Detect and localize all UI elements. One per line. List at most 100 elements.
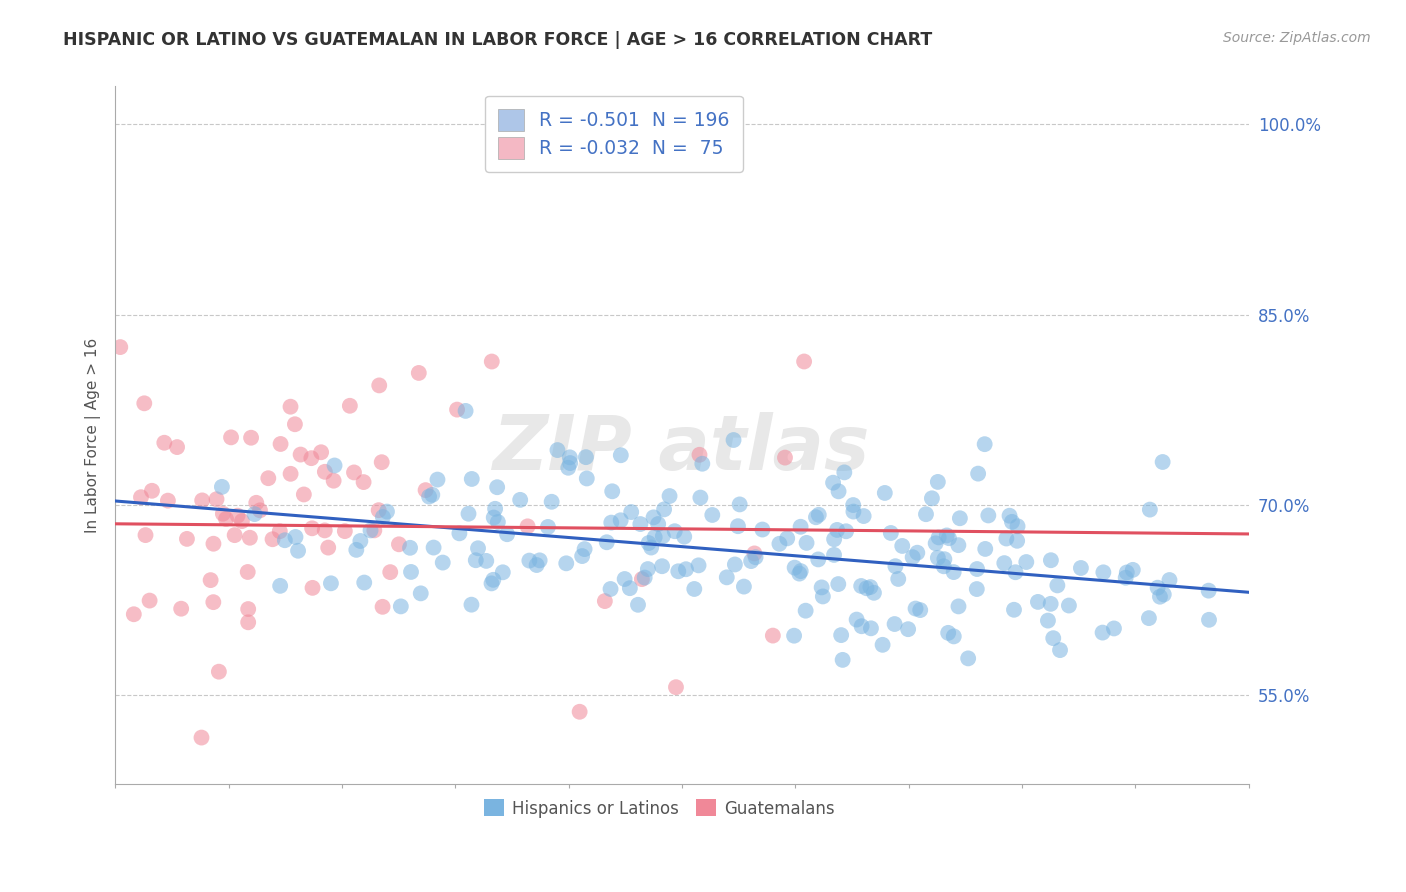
Point xyxy=(240,431,263,445)
Point xyxy=(643,510,665,524)
Point xyxy=(628,516,651,531)
Point xyxy=(309,445,332,459)
Point xyxy=(153,435,176,450)
Point xyxy=(380,565,402,579)
Point xyxy=(627,598,650,612)
Point xyxy=(995,532,1018,546)
Point xyxy=(461,472,484,486)
Point xyxy=(927,475,949,489)
Point xyxy=(973,437,995,451)
Point xyxy=(942,629,965,643)
Point xyxy=(773,450,796,465)
Point xyxy=(880,526,903,541)
Point xyxy=(464,553,486,567)
Point xyxy=(823,533,845,547)
Point xyxy=(238,602,260,616)
Point xyxy=(270,437,292,451)
Point xyxy=(883,617,905,632)
Point xyxy=(1159,573,1181,587)
Point xyxy=(319,576,342,591)
Point xyxy=(322,474,344,488)
Point xyxy=(269,579,291,593)
Point xyxy=(529,553,551,567)
Point xyxy=(211,480,233,494)
Point xyxy=(353,475,375,489)
Point xyxy=(810,581,832,595)
Point xyxy=(783,560,806,574)
Point xyxy=(827,577,849,591)
Point xyxy=(827,484,849,499)
Point xyxy=(915,507,938,521)
Point xyxy=(600,484,623,499)
Point xyxy=(418,490,440,504)
Point xyxy=(733,580,755,594)
Point xyxy=(928,530,950,544)
Point xyxy=(1046,578,1069,592)
Point xyxy=(647,516,669,531)
Point xyxy=(823,548,845,562)
Point xyxy=(284,417,307,432)
Point xyxy=(751,523,773,537)
Point xyxy=(740,554,762,568)
Point xyxy=(692,457,714,471)
Point xyxy=(389,599,412,614)
Point xyxy=(967,467,990,481)
Point xyxy=(269,524,291,539)
Point xyxy=(936,625,959,640)
Point xyxy=(460,598,482,612)
Point xyxy=(804,510,827,524)
Point xyxy=(540,495,562,509)
Point xyxy=(375,505,398,519)
Point xyxy=(666,564,689,578)
Point xyxy=(205,492,228,507)
Point xyxy=(796,536,818,550)
Point xyxy=(716,570,738,584)
Point xyxy=(1002,603,1025,617)
Point xyxy=(789,566,811,581)
Point xyxy=(454,404,477,418)
Point xyxy=(537,520,560,534)
Point xyxy=(1139,502,1161,516)
Point xyxy=(399,541,422,555)
Point xyxy=(927,550,949,565)
Point xyxy=(166,440,188,454)
Point xyxy=(887,572,910,586)
Point xyxy=(851,619,873,633)
Point xyxy=(231,514,253,528)
Point xyxy=(637,536,659,550)
Point xyxy=(834,466,856,480)
Point xyxy=(1015,555,1038,569)
Point xyxy=(200,573,222,587)
Point xyxy=(1042,631,1064,645)
Point xyxy=(245,496,267,510)
Point xyxy=(314,524,336,538)
Point xyxy=(855,581,877,595)
Point xyxy=(574,542,596,557)
Point xyxy=(619,581,641,595)
Point xyxy=(408,366,430,380)
Point xyxy=(651,559,673,574)
Point xyxy=(665,680,688,694)
Point xyxy=(134,528,156,542)
Point xyxy=(208,665,231,679)
Point xyxy=(825,523,848,537)
Point xyxy=(1004,566,1026,580)
Point xyxy=(509,492,531,507)
Point xyxy=(475,554,498,568)
Point xyxy=(1007,519,1029,533)
Point xyxy=(664,524,686,539)
Point xyxy=(852,509,875,524)
Point xyxy=(571,549,593,563)
Point xyxy=(368,378,391,392)
Point xyxy=(575,450,598,465)
Point xyxy=(932,559,955,574)
Point xyxy=(484,501,506,516)
Point xyxy=(652,502,675,516)
Point xyxy=(546,443,568,458)
Point xyxy=(823,475,845,490)
Point xyxy=(924,536,946,550)
Point xyxy=(519,553,541,567)
Point xyxy=(908,603,931,617)
Point xyxy=(948,599,970,614)
Point xyxy=(1102,622,1125,636)
